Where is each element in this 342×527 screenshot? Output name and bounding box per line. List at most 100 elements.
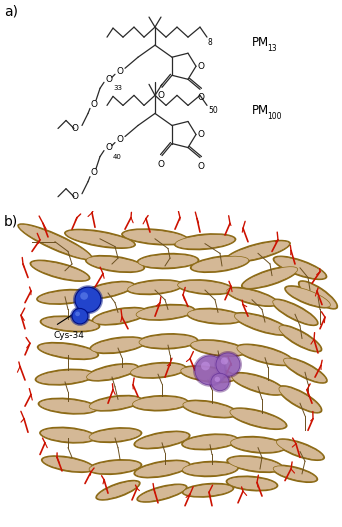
Text: O: O [91, 168, 97, 177]
Ellipse shape [66, 230, 134, 248]
Ellipse shape [175, 235, 235, 249]
Ellipse shape [36, 370, 94, 384]
Ellipse shape [138, 254, 198, 268]
Ellipse shape [230, 408, 286, 429]
Ellipse shape [227, 288, 277, 306]
Ellipse shape [179, 365, 237, 383]
Ellipse shape [97, 481, 139, 500]
Ellipse shape [89, 428, 141, 442]
Ellipse shape [133, 431, 190, 450]
Circle shape [72, 308, 88, 324]
Text: O: O [198, 130, 205, 139]
Ellipse shape [123, 230, 187, 244]
Ellipse shape [241, 266, 299, 289]
Text: a): a) [4, 4, 18, 18]
Ellipse shape [237, 345, 293, 365]
Ellipse shape [131, 395, 189, 412]
Ellipse shape [136, 253, 199, 269]
Text: O: O [158, 160, 165, 169]
Ellipse shape [231, 437, 286, 452]
Circle shape [70, 307, 90, 326]
Ellipse shape [139, 335, 197, 348]
Ellipse shape [271, 298, 319, 326]
Ellipse shape [276, 440, 324, 460]
Text: O: O [105, 75, 113, 84]
Ellipse shape [87, 364, 137, 380]
Text: Cys-34: Cys-34 [53, 331, 84, 340]
Ellipse shape [284, 285, 332, 308]
Circle shape [211, 373, 229, 391]
Ellipse shape [181, 399, 239, 418]
Ellipse shape [286, 286, 330, 307]
Text: 100: 100 [267, 112, 281, 121]
Ellipse shape [183, 401, 237, 417]
Text: 33: 33 [113, 85, 122, 91]
Ellipse shape [235, 344, 294, 366]
Ellipse shape [282, 357, 328, 384]
Ellipse shape [39, 426, 97, 444]
Ellipse shape [181, 433, 239, 451]
Ellipse shape [91, 307, 148, 326]
Ellipse shape [86, 256, 144, 272]
Text: O: O [117, 67, 123, 76]
Ellipse shape [181, 367, 235, 382]
Text: 50: 50 [208, 106, 218, 115]
Ellipse shape [242, 267, 298, 288]
Ellipse shape [89, 336, 147, 354]
Ellipse shape [131, 363, 185, 377]
Ellipse shape [35, 368, 95, 386]
Ellipse shape [299, 281, 337, 308]
Circle shape [214, 351, 242, 378]
Circle shape [216, 353, 240, 376]
Ellipse shape [137, 333, 198, 349]
Ellipse shape [41, 317, 99, 331]
Ellipse shape [37, 342, 99, 360]
Ellipse shape [230, 372, 286, 396]
Ellipse shape [89, 396, 141, 411]
Ellipse shape [174, 233, 236, 250]
Text: O: O [117, 135, 123, 144]
Ellipse shape [229, 436, 287, 454]
Ellipse shape [183, 462, 237, 476]
Ellipse shape [226, 455, 284, 473]
Ellipse shape [85, 363, 139, 382]
Ellipse shape [88, 395, 142, 412]
Ellipse shape [82, 282, 133, 298]
Ellipse shape [89, 461, 141, 474]
Ellipse shape [233, 312, 291, 336]
Text: O: O [72, 124, 79, 133]
Ellipse shape [189, 339, 247, 357]
Ellipse shape [176, 279, 234, 295]
Text: O: O [72, 192, 79, 201]
Circle shape [80, 292, 88, 300]
Ellipse shape [234, 313, 290, 335]
Ellipse shape [227, 477, 277, 490]
Ellipse shape [182, 483, 234, 498]
Ellipse shape [135, 432, 189, 448]
Text: O: O [198, 62, 205, 71]
Ellipse shape [278, 325, 323, 353]
Ellipse shape [228, 456, 282, 472]
Ellipse shape [186, 308, 244, 325]
Ellipse shape [226, 475, 278, 492]
Ellipse shape [88, 459, 142, 475]
Ellipse shape [232, 373, 284, 395]
Text: O: O [91, 100, 97, 109]
Ellipse shape [38, 290, 92, 304]
Ellipse shape [274, 257, 326, 279]
Text: O: O [158, 91, 165, 100]
Ellipse shape [181, 461, 239, 477]
Circle shape [75, 311, 80, 316]
Circle shape [221, 358, 228, 365]
Ellipse shape [38, 343, 98, 359]
Ellipse shape [36, 289, 94, 305]
Text: PM: PM [252, 36, 269, 48]
Text: O: O [197, 162, 205, 171]
Circle shape [193, 354, 227, 387]
Ellipse shape [279, 326, 321, 352]
Ellipse shape [138, 485, 186, 502]
Ellipse shape [41, 455, 95, 473]
Text: 13: 13 [267, 44, 277, 53]
Ellipse shape [135, 461, 189, 477]
Ellipse shape [279, 386, 321, 412]
